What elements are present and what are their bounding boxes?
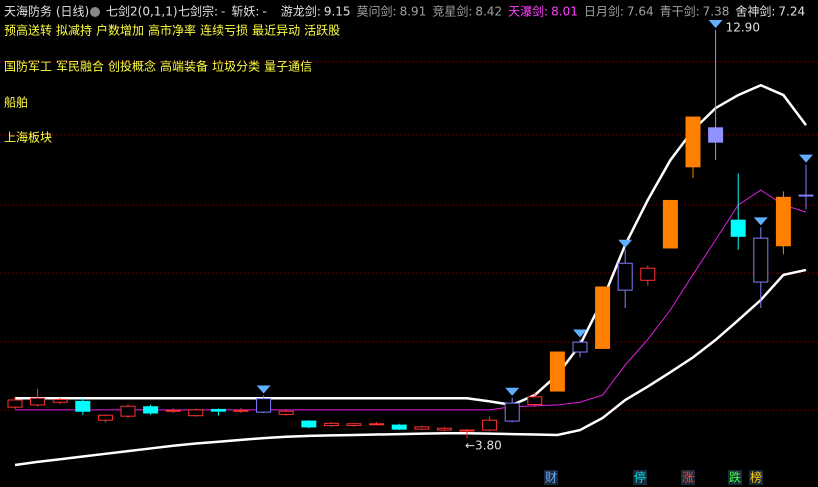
candle-body (436, 427, 452, 431)
indicator-value: 8.42 (475, 5, 502, 19)
candle-body (617, 262, 633, 291)
concept-tag: 上海板块 (4, 130, 52, 145)
badge: 跌 (729, 470, 741, 485)
candle-body (97, 414, 113, 421)
dropdown-icon (90, 7, 100, 17)
indicator-value: 8.91 (400, 5, 427, 19)
indicator-value: - (262, 5, 266, 19)
candle-body (323, 422, 339, 427)
indicator-label: 莫问剑: (357, 4, 397, 19)
indicator-value: 7.64 (627, 5, 654, 19)
candle-body (414, 426, 430, 430)
candle-body (188, 409, 204, 417)
concept-tag: 户数增加 (96, 23, 144, 38)
concept-tag: 连续亏损 (200, 23, 248, 38)
concept-tag: 高市净率 (148, 23, 196, 38)
price-annotation: ←3.80 (465, 439, 502, 453)
concept-tag: 创投概念 (108, 59, 156, 74)
candle-body (120, 405, 136, 417)
indicator-label: 斩妖: (231, 5, 259, 19)
candle-body (75, 400, 91, 412)
price-annotation: 12.90 (726, 21, 760, 35)
indicator-line (14, 268, 807, 467)
badge: 财 (545, 471, 557, 485)
concept-tag: 预高送转 (4, 23, 52, 38)
candle-body (730, 219, 746, 237)
concept-tag: 船舶 (4, 95, 28, 110)
concept-tag: 量子通信 (264, 60, 312, 74)
concept-tag: 高端装备 (160, 59, 208, 74)
candle-body (685, 116, 701, 168)
candle-body (572, 341, 588, 353)
candle-body (798, 194, 814, 197)
signal-icon (799, 154, 813, 163)
indicator-value: 8.01 (551, 5, 578, 19)
candle-body (482, 419, 498, 431)
candle-body (595, 286, 611, 349)
indicator-label: 七剑宗: (178, 4, 218, 19)
candle-body (662, 199, 678, 249)
candle-body (504, 402, 520, 422)
signal-icon (753, 217, 768, 226)
signal-icon (256, 385, 271, 394)
badge-bg (544, 470, 558, 485)
indicator-name: 七剑2(0,1,1) (106, 4, 178, 19)
candle-body (256, 398, 272, 413)
badge-bg (633, 470, 647, 485)
candle-body (233, 409, 249, 412)
concept-tag: 国防军工 (4, 59, 52, 74)
badge: 榜 (750, 470, 762, 485)
signal-icon (618, 239, 633, 248)
signal-icon (573, 329, 587, 338)
signal-icon (708, 20, 723, 29)
candle-body (549, 351, 565, 392)
badge-bg (728, 470, 742, 485)
candle-body (210, 408, 226, 412)
indicator-label: 天瀑剑: (508, 4, 548, 19)
indicator-label: 舍神剑: (735, 4, 775, 19)
indicator-value: 9.15 (324, 5, 351, 19)
indicator-line (15, 83, 807, 407)
candle-body (52, 399, 68, 403)
candle-body (165, 409, 181, 412)
candle-body (369, 423, 385, 426)
candle-body (708, 127, 724, 143)
concept-tag: 最近异动 (252, 24, 300, 38)
stock-name: 天海防务 (日线) (4, 4, 89, 19)
signal-icon (505, 387, 520, 396)
concept-tag: 垃圾分类 (212, 59, 260, 74)
badge-bg (749, 470, 763, 485)
candle-body (640, 267, 656, 281)
indicator-label: 游龙剑: (281, 4, 321, 19)
candle-body (391, 424, 407, 430)
badge: 停 (634, 470, 646, 485)
candle-body (278, 410, 294, 415)
concept-tag: 拟减持 (56, 23, 92, 38)
candle-body (143, 406, 159, 414)
concept-tag: 活跃股 (304, 24, 340, 38)
indicator-label: 竞星剑: (432, 4, 472, 19)
indicator-value: - (221, 5, 225, 19)
candle-body (301, 420, 317, 428)
candle-body (527, 396, 543, 405)
indicator-value: 7.38 (703, 5, 730, 19)
indicator-label: 日月剑: (584, 4, 624, 19)
candle-body (775, 196, 791, 247)
indicator-label: 青干剑: (660, 4, 700, 19)
badge: 涨 (682, 470, 694, 485)
candle-body (7, 399, 23, 408)
indicator-value: 7.24 (778, 5, 805, 19)
badge-bg (681, 470, 695, 485)
candle-body (346, 423, 362, 427)
candle-body (753, 237, 769, 283)
concept-tag: 军民融合 (56, 59, 104, 74)
candle-body (459, 429, 475, 432)
candle-body (30, 397, 46, 406)
